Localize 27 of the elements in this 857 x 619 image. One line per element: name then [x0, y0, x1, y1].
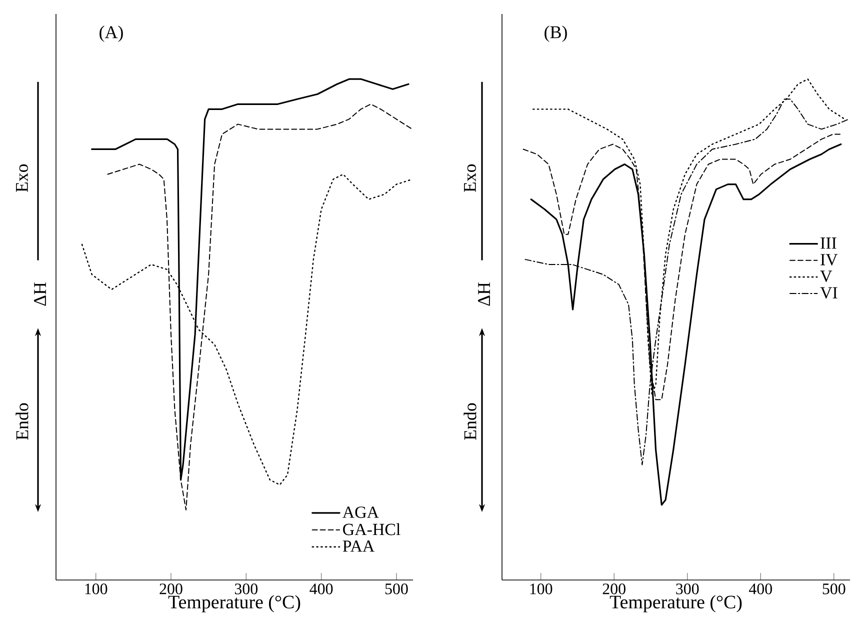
x-axis-title: Temperature (°C) [168, 595, 300, 612]
legend-label: PAA [342, 540, 375, 552]
legend-label: III [820, 238, 836, 249]
legend-label: GA-HCl [343, 523, 400, 536]
x-tick-label: 300 [676, 584, 699, 594]
x-tick-label: 100 [85, 584, 108, 594]
x-tick-label: 100 [530, 584, 552, 594]
x-tick-label: 200 [160, 584, 182, 594]
text: ΔH [34, 282, 46, 306]
x-tick-label: 500 [385, 584, 408, 594]
legend-label: AGA [342, 506, 379, 518]
x-tick-label: 500 [822, 584, 846, 594]
text: ΔH [478, 282, 490, 306]
text: Endo [16, 403, 28, 440]
chart-title: (B) [544, 26, 567, 42]
x-tick-label: 400 [310, 584, 333, 594]
x-tick-label: 400 [748, 584, 772, 594]
legend-label: IV [820, 254, 838, 266]
legend-label: VI [820, 287, 838, 299]
text: Exo [16, 164, 28, 192]
x-axis-title: Temperature (°C) [610, 595, 742, 612]
x-tick-label: 300 [234, 584, 258, 594]
text: Endo [464, 403, 476, 440]
chart-title: (A) [100, 26, 123, 42]
text: Exo [464, 164, 476, 192]
x-tick-label: 200 [602, 584, 626, 594]
legend-label: V [820, 270, 832, 282]
